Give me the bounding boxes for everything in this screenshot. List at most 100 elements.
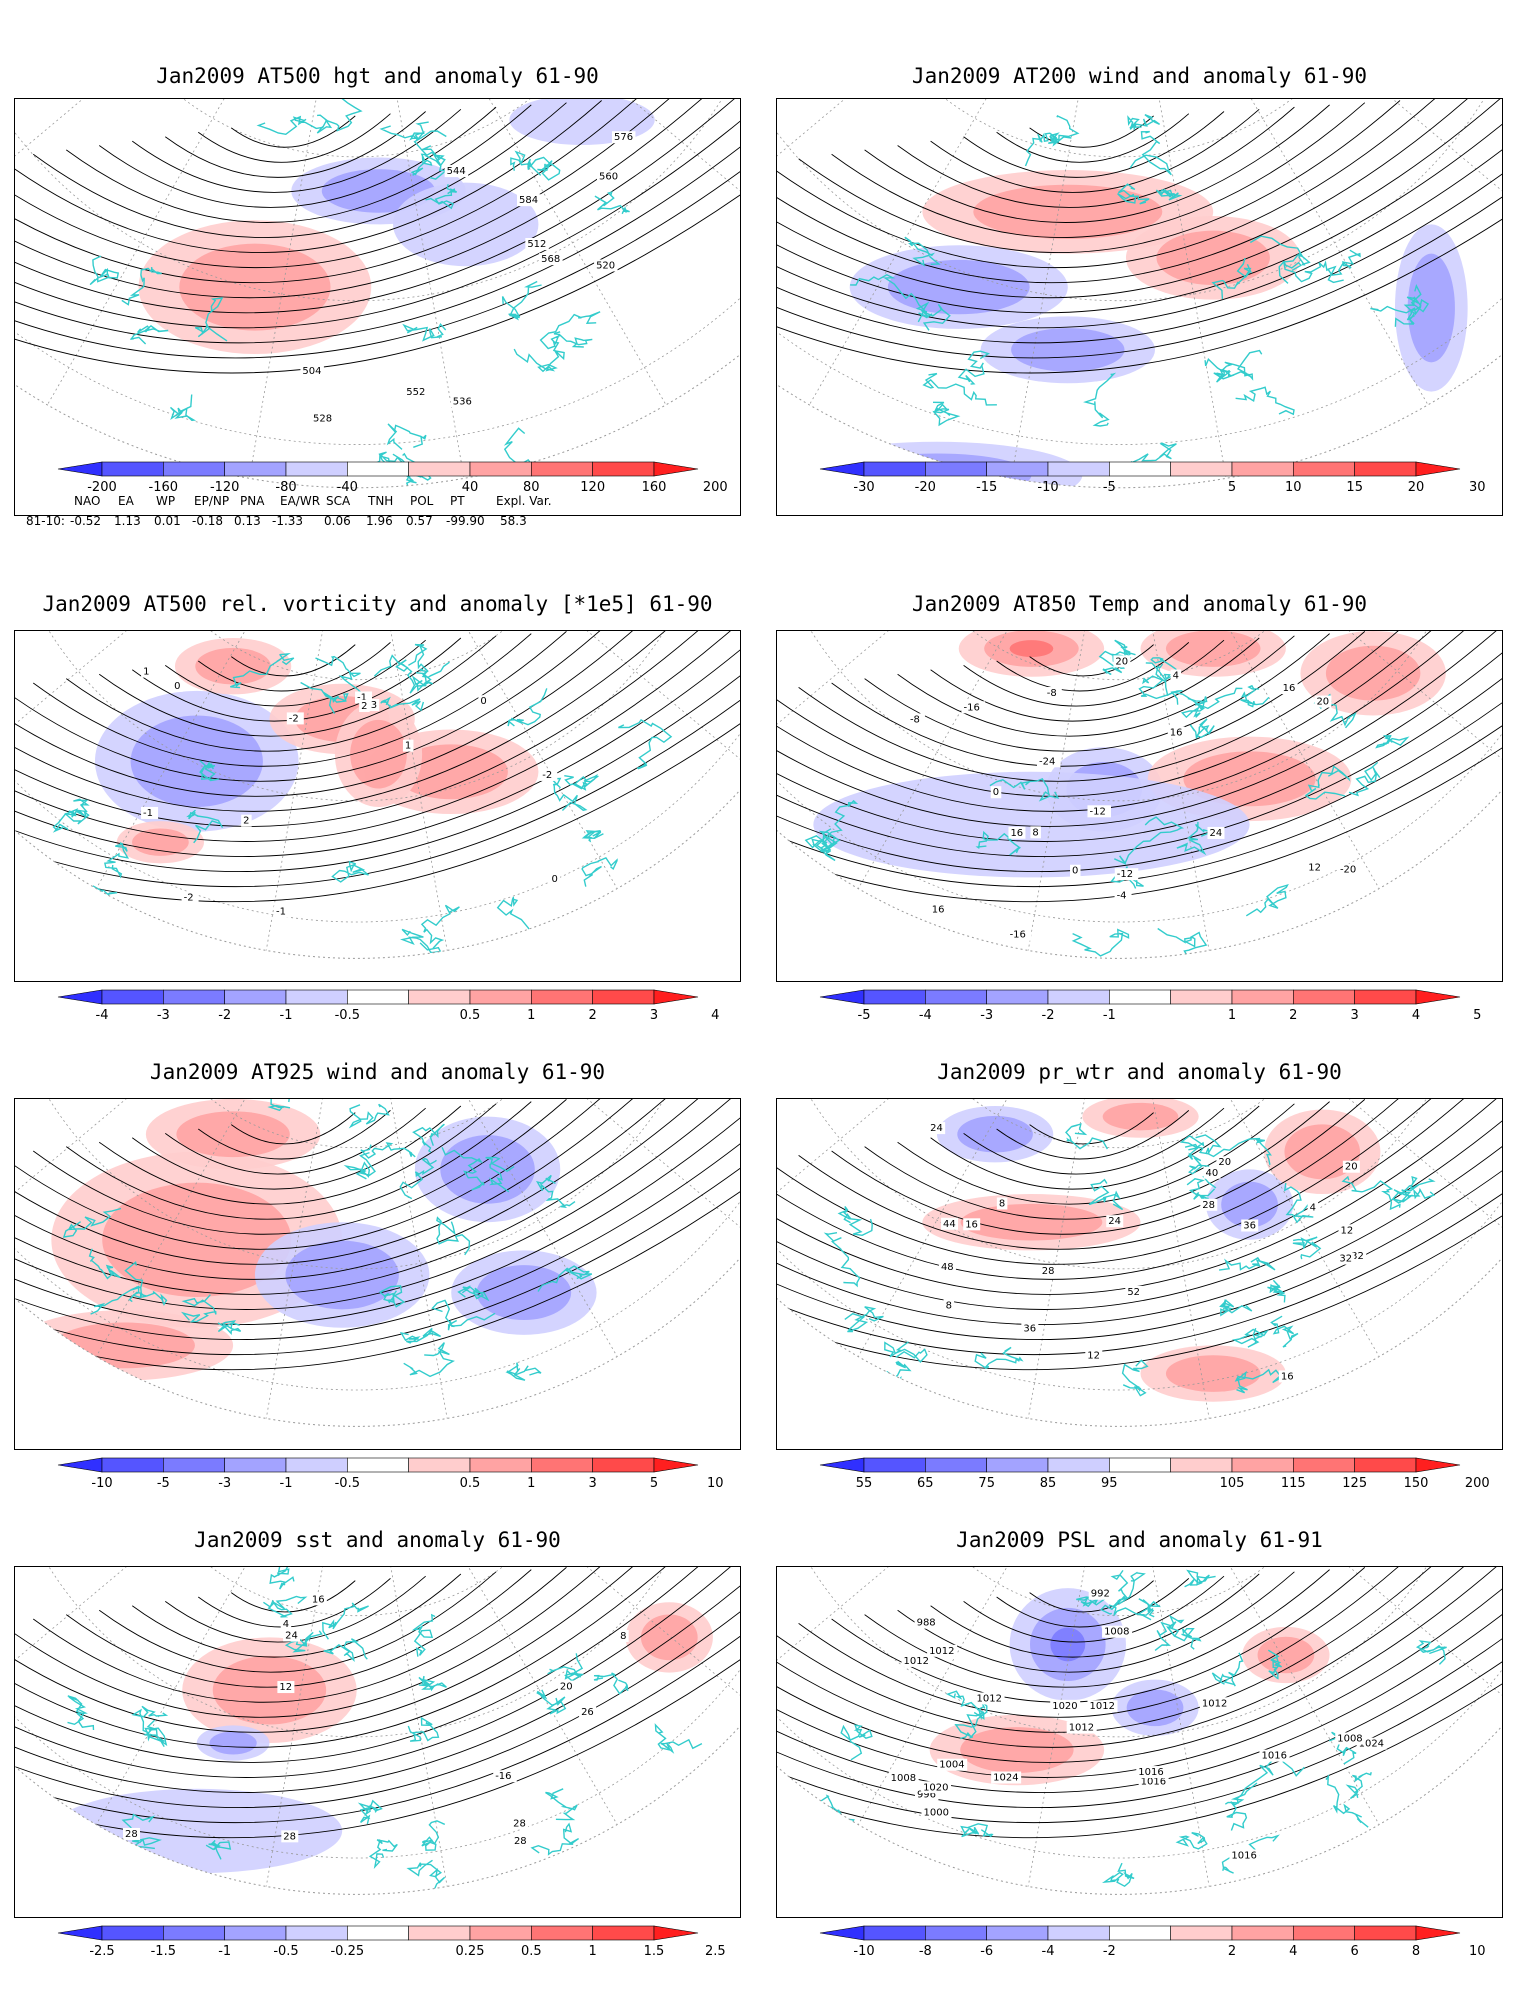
coastline — [975, 830, 1021, 856]
coastline — [501, 280, 542, 321]
coastline — [850, 274, 926, 323]
coastline — [217, 1320, 242, 1335]
coastline — [380, 696, 425, 712]
coastline — [1138, 675, 1183, 705]
colorbar-segment — [1293, 461, 1355, 477]
coastline — [529, 156, 561, 181]
map-plot: 44 24 52 32 48 36 40 16 12 8 4 20 24 28 32 36 40 44 16 12 8 2… — [777, 1099, 1502, 1427]
panel-p1: Jan2009 AT500 hgt and anomaly 61-90 504 5… — [14, 64, 741, 516]
colorbar-tick-label: -2 — [1042, 1008, 1055, 1023]
contour-line — [98, 106, 497, 208]
map-plot — [15, 1099, 740, 1427]
coastline — [946, 1690, 984, 1739]
contour-label: 16 — [1283, 683, 1296, 694]
coastline — [1231, 1327, 1269, 1348]
negative-anomaly-area — [957, 1115, 1033, 1153]
contour-line — [1029, 115, 1154, 148]
colorbar-tick-label: -2.5 — [89, 1944, 114, 1959]
coastline — [386, 423, 427, 450]
contour-label: 560 — [599, 171, 618, 182]
contour-label: 16 — [1281, 1371, 1294, 1382]
colorbar-tick-label: 1 — [527, 1476, 535, 1491]
index-value: 0.57 — [406, 514, 433, 528]
contour-label: 1024 — [993, 1773, 1018, 1784]
colorbar-p8: -10 -8 -6 -4 -2 2 4 6 8 10 — [819, 1924, 1486, 1959]
coastline — [420, 904, 460, 949]
contour-line — [777, 99, 1502, 374]
contour-label: 28 — [1042, 1266, 1055, 1277]
contour-line — [864, 104, 1330, 223]
coastline — [1112, 639, 1136, 670]
colorbar-min-arrow — [57, 1925, 103, 1941]
coastline — [654, 1723, 703, 1754]
coastline — [496, 896, 535, 945]
colorbar-segment — [408, 1925, 471, 1941]
colorbar-segment — [863, 1925, 926, 1941]
positive-anomaly-area — [102, 1182, 292, 1297]
colorbar-segment — [531, 461, 593, 477]
coastline — [960, 1823, 994, 1838]
coastline — [399, 1327, 441, 1344]
colorbar-segment — [1293, 1457, 1355, 1473]
index-header: WP — [156, 494, 176, 508]
colorbar-segment — [1354, 1457, 1417, 1473]
index-header: POL — [410, 494, 434, 508]
negative-anomaly-area — [887, 259, 1030, 315]
contour-label: 32 — [1339, 1254, 1352, 1265]
colorbar-segment — [986, 461, 1049, 477]
coastline — [205, 1839, 232, 1860]
coastline — [408, 643, 450, 678]
coastline — [1121, 1359, 1149, 1397]
coastline — [1189, 718, 1215, 739]
positive-anomaly-area — [176, 1111, 290, 1158]
contour-line — [897, 1571, 1295, 1673]
contour-line — [777, 1567, 1502, 1839]
contour-label: 1016 — [1141, 1776, 1166, 1787]
coastline — [957, 350, 990, 385]
coastline — [144, 1719, 168, 1747]
colorbar-tick-label: 1 — [527, 1008, 535, 1023]
index-value: -0.18 — [192, 514, 224, 528]
coastline — [322, 1602, 369, 1640]
contour-line — [15, 1567, 740, 1839]
colorbar-tick-label: 75 — [978, 1476, 995, 1491]
contour-label: 12 — [279, 1682, 292, 1693]
coastline — [300, 681, 349, 715]
coastline — [922, 372, 997, 406]
map-plot: 28 28 20 16 12 8 424 28 26 -16 28 — [15, 1567, 740, 1895]
colorbar-segment — [1047, 1925, 1110, 1941]
coastline — [594, 191, 630, 215]
contour-line — [963, 111, 1225, 178]
coastline — [550, 331, 593, 348]
contour-label: -16 — [495, 1771, 511, 1782]
negative-anomaly-area — [393, 182, 539, 267]
coastline — [883, 1360, 912, 1386]
coastline — [1127, 114, 1161, 130]
contour-label: 1012 — [1069, 1723, 1094, 1734]
contour-label: 32 — [1351, 1251, 1364, 1262]
coastline — [1100, 1571, 1146, 1615]
contour-line — [15, 631, 673, 812]
colorbar-svg: 55 65 75 85 95 105 115 125 150 200 — [819, 1457, 1490, 1491]
positive-anomaly-area — [960, 1727, 1074, 1773]
contour-label: 44 — [1387, 1352, 1400, 1363]
panel-title: Jan2009 AT500 hgt and anomaly 61-90 — [156, 64, 599, 88]
contour-label: 8 — [620, 1631, 626, 1642]
negative-anomaly-area — [1407, 253, 1455, 363]
panel-p8: Jan2009 PSL and anomaly 61-91 1016 1008 10… — [776, 1528, 1503, 1928]
colorbar-segment — [285, 1457, 348, 1473]
colorbar-svg: -4 -3 -2 -1 -0.5 0.5 1 2 3 4 — [57, 989, 719, 1023]
colorbar-p5: -10 -5 -3 -1 -0.5 0.5 1 3 5 10 — [57, 1456, 724, 1491]
contour-label: 2 — [243, 816, 249, 827]
contour-line — [230, 1580, 356, 1613]
coastline — [915, 301, 951, 331]
colorbar-segment — [863, 461, 926, 477]
coastline — [436, 1216, 471, 1256]
contour-label: 28 — [513, 1819, 526, 1830]
coastline — [67, 1695, 95, 1731]
colorbar-tick-label: -3 — [218, 1476, 231, 1491]
contour-line — [777, 99, 1436, 269]
contour-label: 584 — [519, 195, 538, 206]
colorbar-tick-label: -0.5 — [335, 1008, 360, 1023]
colorbar-segment — [592, 461, 655, 477]
